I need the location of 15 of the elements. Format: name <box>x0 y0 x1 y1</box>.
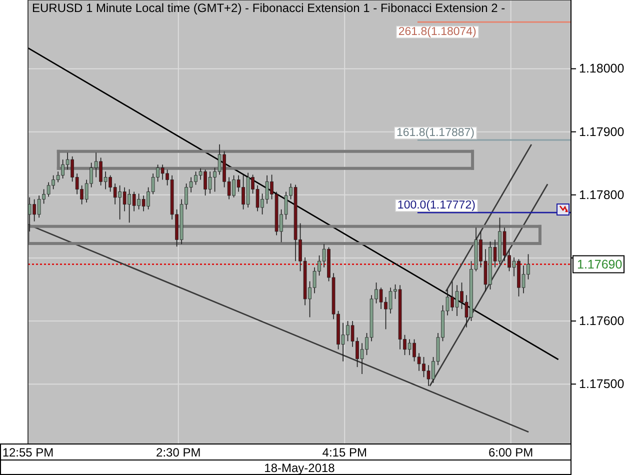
y-tick-label: 1.17900 <box>579 124 624 139</box>
x-tick-label: 2:30 PM <box>156 446 201 460</box>
y-tick-label: 1.18000 <box>579 62 624 76</box>
annotation: 100.0(1.17772) <box>397 200 476 212</box>
annotation: 261.8(1.18074) <box>398 26 477 38</box>
annotation: 161.8(1.17887) <box>396 127 475 140</box>
y-tick-label: 1.17800 <box>579 188 624 202</box>
y-tick-label: 1.17500 <box>579 377 624 392</box>
chart-title: EURUSD 1 Minute Local time (GMT+2) - Fibonacci Extension 1 - Fibonacci Extension 2 - <box>32 1 506 15</box>
y-tick-label: 1.17600 <box>579 314 624 328</box>
x-tick-label: 12:55 PM <box>2 446 54 460</box>
ref-line-label: 1.17690 <box>577 257 622 272</box>
x-tick-label: 4:15 PM <box>322 446 367 460</box>
x-axis-title: 18-May-2018 <box>264 461 336 475</box>
x-tick-label: 6:00 PM <box>488 446 534 460</box>
